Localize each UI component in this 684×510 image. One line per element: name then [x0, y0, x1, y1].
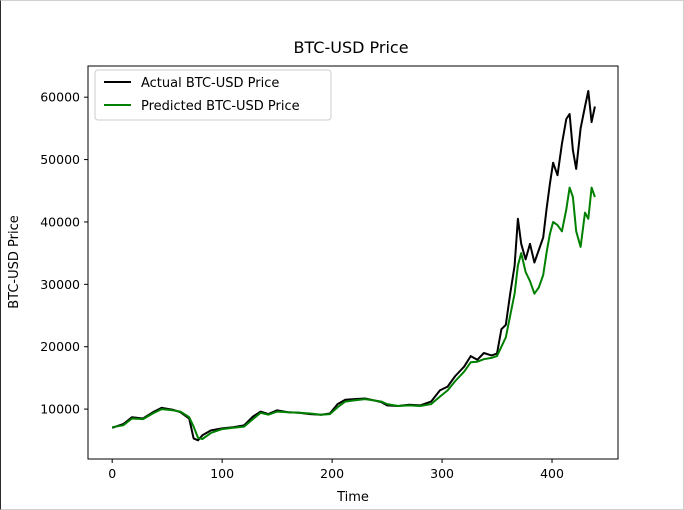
x-tick-label: 0: [108, 466, 116, 481]
series-line-actual: [111, 90, 596, 442]
plot-area: [87, 65, 619, 460]
axes-frame: [87, 65, 619, 460]
x-tick-label: 200: [320, 466, 344, 481]
x-tick-label: 300: [430, 466, 454, 481]
y-tick-label: 60000: [40, 90, 80, 105]
x-axis-ticks: 0 100 200 300 400: [108, 459, 564, 481]
y-axis-ticks: 10000 20000 30000 40000 50000 60000: [40, 90, 88, 417]
y-tick-label: 40000: [40, 214, 80, 229]
y-tick-label: 10000: [40, 402, 80, 417]
series-layer: [111, 90, 596, 442]
legend-label-predicted: Predicted BTC-USD Price: [141, 99, 300, 114]
x-axis-label: Time: [336, 490, 369, 505]
x-tick-label: 100: [210, 466, 234, 481]
y-axis-label: BTC-USD Price: [7, 215, 22, 309]
x-tick-label: 400: [540, 466, 564, 481]
series-line-predicted: [112, 186, 596, 440]
y-tick-label: 20000: [40, 339, 80, 354]
legend-label-actual: Actual BTC-USD Price: [141, 76, 279, 91]
y-tick-label: 50000: [40, 152, 80, 167]
y-tick-label: 30000: [40, 277, 80, 292]
legend-box: [94, 69, 332, 121]
chart-title: BTC-USD Price: [293, 38, 408, 57]
legend: Actual BTC-USD Price Predicted BTC-USD P…: [94, 69, 332, 121]
